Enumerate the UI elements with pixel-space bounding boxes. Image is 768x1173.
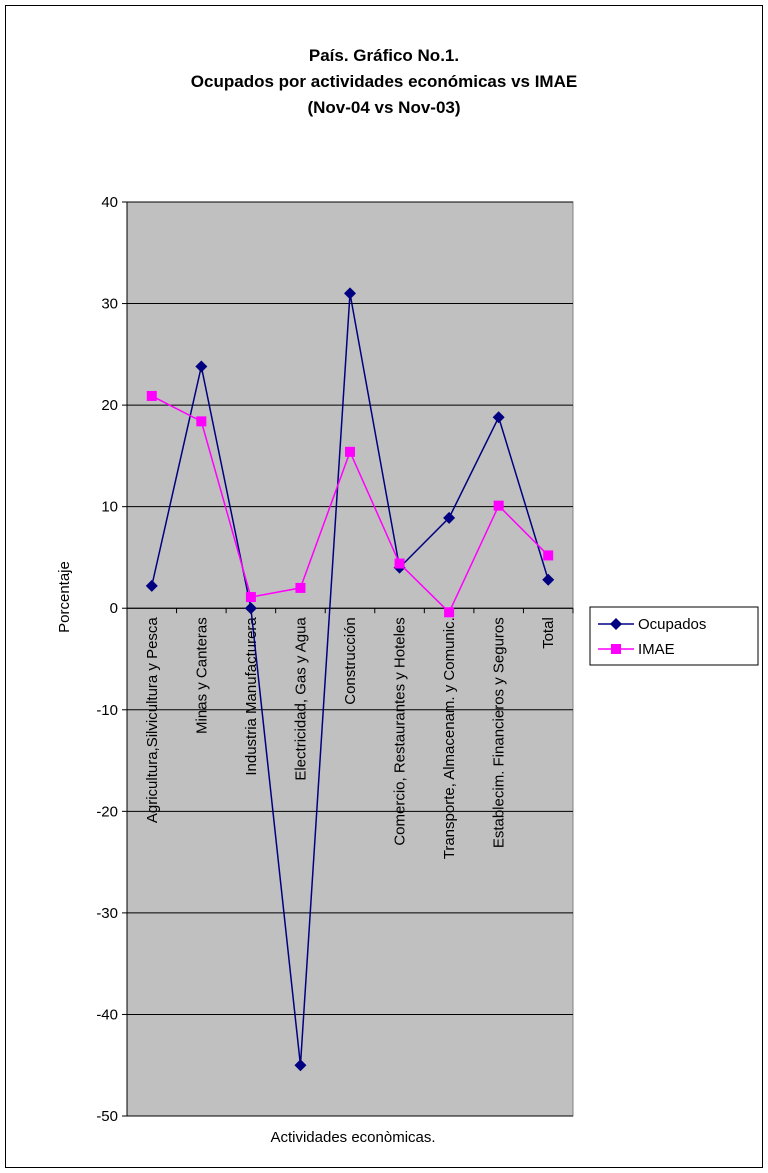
y-tick-label: -30: [96, 905, 118, 922]
y-tick-label: -10: [96, 702, 118, 719]
chart-title-line-3: (Nov-04 vs Nov-03): [307, 98, 461, 117]
category-label: Industria Manufacturera: [243, 617, 260, 776]
data-point-diamond: [195, 360, 208, 373]
data-point-diamond: [344, 287, 356, 300]
category-label: Establecim. Financieros y Seguros: [491, 617, 508, 848]
y-axis-title: Porcentaje: [56, 561, 73, 633]
chart-title-line-1: País. Gráfico No.1.: [308, 46, 460, 65]
data-point-diamond: [443, 511, 456, 524]
series-lines: [145, 287, 555, 1072]
data-point-diamond: [492, 411, 505, 424]
data-point-diamond: [610, 618, 622, 630]
legend-box: [589, 606, 759, 666]
data-point-square: [611, 644, 621, 654]
legend-entry-ocupados: Ocupados: [598, 616, 706, 633]
y-tick-label: 0: [110, 600, 118, 617]
y-tick-label: 30: [101, 296, 118, 313]
data-point-square: [146, 390, 157, 401]
y-tick-label: -50: [96, 1108, 118, 1125]
data-point-diamond: [542, 573, 555, 586]
category-label: Agricultura,Silvicultura y Pesca: [144, 617, 161, 824]
plot-area: [126, 201, 574, 1117]
y-tick-label: 40: [101, 194, 118, 211]
x-axis-title: Actividades econòmicas.: [270, 1129, 435, 1146]
category-label: Construcción: [342, 617, 359, 705]
data-point-square: [394, 558, 405, 569]
legend-label: Ocupados: [638, 616, 706, 633]
chart-frame: País. Gráfico No.1. Ocupados por activid…: [5, 5, 763, 1168]
category-label: Minas y Canteras: [193, 617, 210, 734]
legend-label: IMAE: [638, 641, 675, 658]
legend-entry-imae: IMAE: [598, 641, 675, 658]
data-point-square: [245, 592, 256, 603]
data-point-square: [493, 500, 504, 511]
y-tick-label: 20: [101, 397, 118, 414]
data-point-square: [295, 582, 306, 593]
legend: Ocupados IMAE: [589, 606, 759, 666]
data-point-square: [444, 607, 455, 618]
data-point-square: [345, 446, 355, 457]
data-point-square: [196, 416, 207, 427]
axes: 40 30 20 10 0 -10 -20 -30 -40 -50: [96, 194, 574, 1125]
data-point-diamond: [244, 602, 257, 615]
series-imae: [146, 390, 554, 618]
series-ocupados: [145, 287, 555, 1072]
category-label: Electricidad, Gas y Agua: [292, 617, 309, 781]
y-tick-label: -20: [96, 803, 118, 820]
category-label: Transporte, Almacenam. y Comunic.: [441, 617, 458, 859]
category-label: Comercio, Restaurantes y Hoteles: [392, 617, 409, 845]
line-chart: 40 30 20 10 0 -10 -20 -30 -40 -50 Agricultura,Sil…: [56, 194, 759, 1146]
data-point-diamond: [145, 579, 158, 592]
category-labels: Agricultura,Silvicultura y Pesca Minas y …: [144, 617, 557, 860]
chart-title-line-2: Ocupados por actividades económicas vs I…: [190, 72, 578, 91]
data-point-diamond: [294, 1059, 307, 1072]
category-label: Total: [540, 617, 557, 649]
y-tick-label: -40: [96, 1006, 118, 1023]
y-tick-label: 10: [101, 499, 118, 516]
data-point-square: [543, 550, 554, 561]
